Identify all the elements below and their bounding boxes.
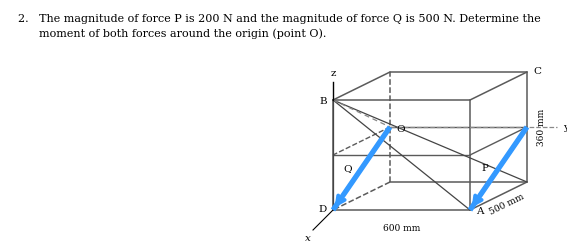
Text: moment of both forces around the origin (point O).: moment of both forces around the origin … — [18, 28, 327, 38]
Text: B: B — [319, 98, 327, 106]
Text: 360 mm: 360 mm — [536, 108, 545, 146]
Text: 500 mm: 500 mm — [488, 192, 525, 216]
Text: Q: Q — [343, 164, 352, 173]
Text: 600 mm: 600 mm — [383, 224, 420, 233]
Text: x: x — [305, 234, 311, 242]
Text: D: D — [319, 205, 327, 214]
Text: 2.   The magnitude of force P is 200 N and the magnitude of force Q is 500 N. De: 2. The magnitude of force P is 200 N and… — [18, 14, 541, 24]
Text: A: A — [476, 207, 484, 217]
Text: C: C — [533, 68, 541, 76]
Text: z: z — [330, 69, 336, 78]
Text: P: P — [481, 164, 489, 173]
Text: y: y — [563, 122, 567, 131]
Text: O: O — [396, 124, 405, 134]
